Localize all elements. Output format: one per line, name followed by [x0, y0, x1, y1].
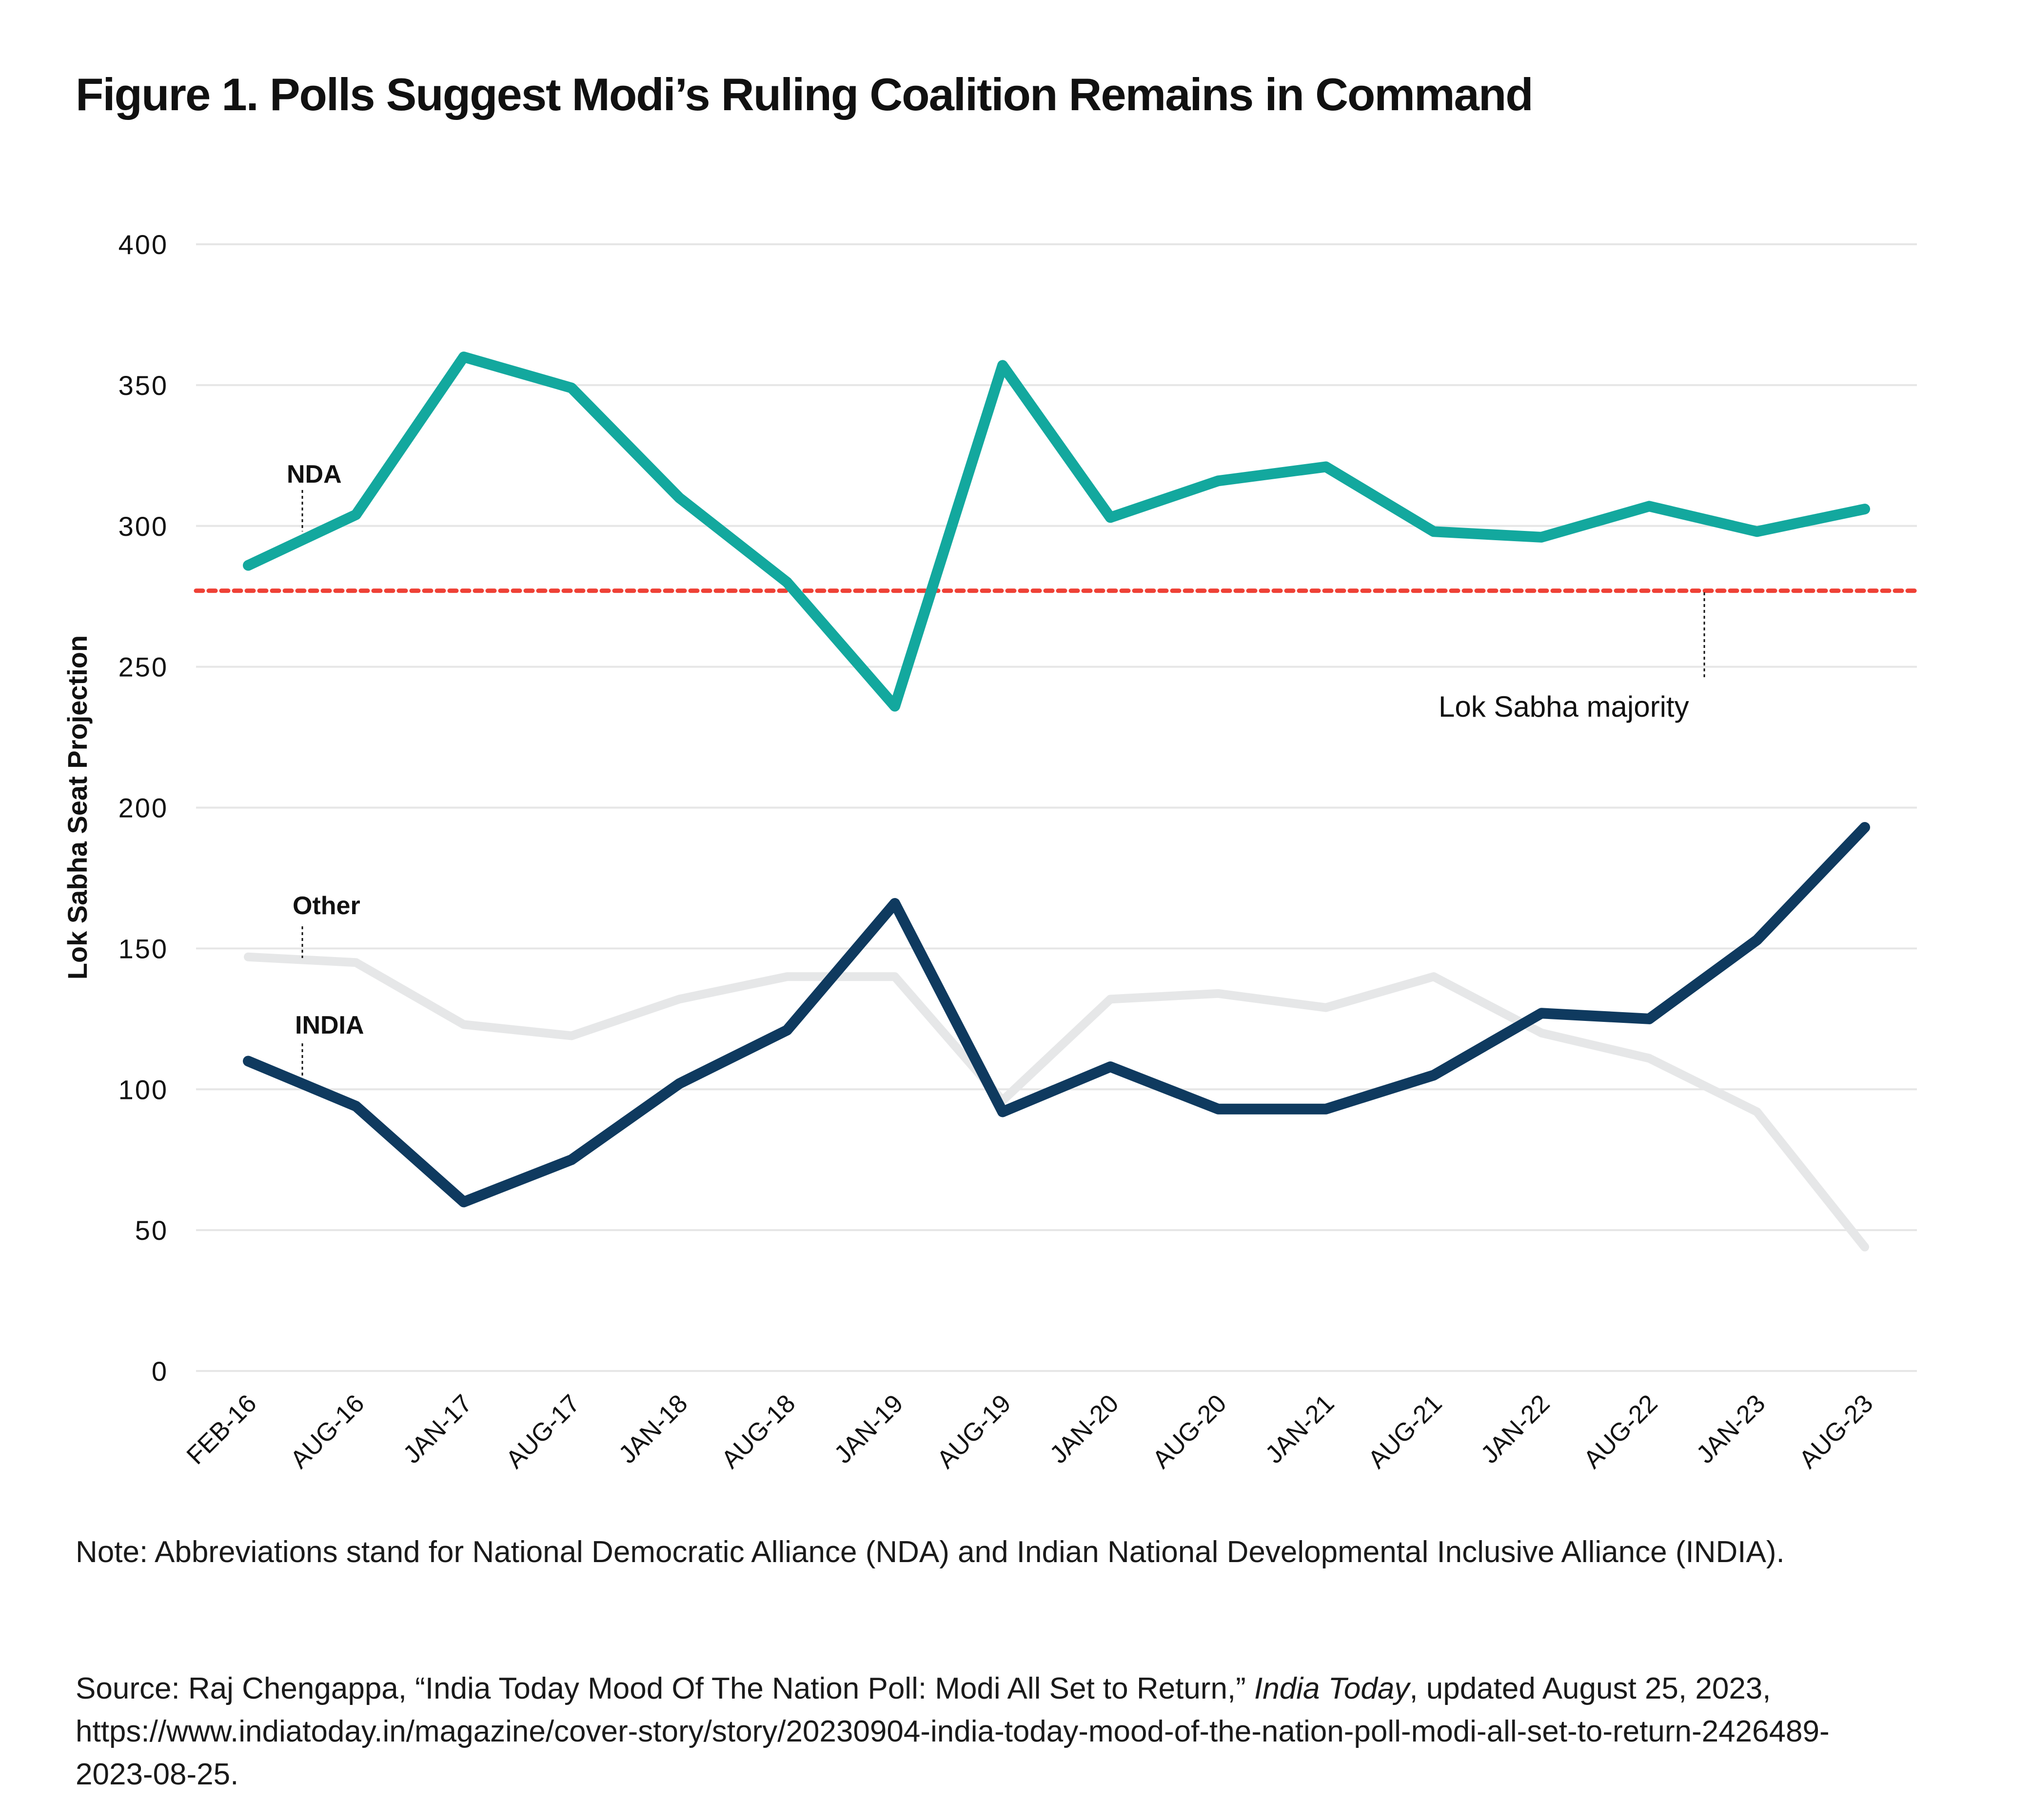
y-tick-label: 350	[118, 370, 168, 401]
y-axis-label: Lok Sabha Seat Projection	[62, 635, 93, 979]
x-tick-label: AUG-23	[1794, 1389, 1879, 1474]
source-publication: India Today	[1254, 1672, 1410, 1705]
series-line-other	[244, 952, 1869, 1252]
x-tick-label: AUG-19	[932, 1389, 1017, 1474]
data-point-nda	[679, 497, 680, 498]
source-suffix: , updated August 25, 2023, https://www.i…	[76, 1672, 1830, 1791]
data-point-nda	[571, 387, 572, 389]
data-point-nda	[1110, 517, 1111, 518]
y-tick-label: 100	[118, 1074, 168, 1105]
data-point-other	[1325, 1007, 1326, 1008]
series-line-nda	[243, 352, 1870, 712]
x-tick-label: AUG-16	[285, 1389, 370, 1474]
data-point-nda	[355, 514, 356, 515]
data-point-india	[1110, 1066, 1111, 1068]
data-point-india	[1756, 939, 1757, 941]
x-tick-label: JAN-20	[1045, 1389, 1125, 1469]
y-tick-label: 150	[118, 933, 168, 964]
series-line-india	[243, 822, 1870, 1208]
y-tick-label: 400	[118, 229, 168, 260]
data-point-nda	[1649, 506, 1650, 507]
data-point-nda	[787, 582, 788, 583]
data-point-india	[463, 1201, 464, 1203]
data-point-nda	[1433, 531, 1434, 532]
x-tick-label: JAN-17	[398, 1389, 478, 1469]
x-tick-label: AUG-22	[1578, 1389, 1663, 1474]
note-text: Note: Abbreviations stand for National D…	[76, 1535, 1785, 1569]
data-point-india	[1002, 1111, 1003, 1113]
data-point-nda	[894, 705, 895, 707]
data-point-nda	[1541, 536, 1542, 538]
data-point-other	[571, 1035, 572, 1037]
data-point-india	[787, 1029, 788, 1031]
data-point-india	[248, 1060, 249, 1062]
y-tick-label: 250	[118, 652, 168, 683]
data-point-other	[1218, 993, 1219, 994]
data-point-nda	[463, 356, 464, 358]
y-tick-label: 200	[118, 793, 168, 823]
data-point-other	[1433, 976, 1434, 978]
x-tick-label: JAN-22	[1476, 1389, 1556, 1469]
x-tick-label: FEB-16	[181, 1389, 262, 1470]
data-point-nda	[1218, 480, 1219, 482]
data-point-other	[894, 976, 895, 978]
x-tick-label: AUG-17	[501, 1389, 586, 1474]
series-label-nda: NDA	[287, 460, 342, 489]
x-tick-label: JAN-19	[829, 1389, 909, 1469]
chart-title: Figure 1. Polls Suggest Modi’s Ruling Co…	[76, 69, 1534, 120]
data-point-other	[1110, 998, 1111, 1000]
x-tick-label: JAN-18	[613, 1389, 693, 1469]
y-tick-label: 50	[135, 1215, 168, 1246]
data-point-india	[1218, 1108, 1219, 1110]
data-point-india	[571, 1159, 572, 1160]
data-point-india	[1541, 1013, 1542, 1014]
data-point-other	[1756, 1111, 1757, 1113]
x-tick-label: AUG-21	[1363, 1389, 1448, 1474]
x-tick-label: AUG-18	[716, 1389, 801, 1474]
source-text: Source: Raj Chengappa, “India Today Mood…	[76, 1667, 1880, 1796]
data-point-other	[463, 1024, 464, 1025]
data-point-nda	[248, 565, 249, 566]
data-point-other	[248, 956, 249, 958]
data-point-other	[1864, 1246, 1865, 1248]
data-point-india	[1325, 1108, 1326, 1110]
data-point-india	[1864, 826, 1865, 828]
data-point-india	[1433, 1075, 1434, 1076]
data-point-other	[1541, 1032, 1542, 1034]
data-point-nda	[1325, 466, 1326, 468]
x-tick-label: JAN-23	[1691, 1389, 1771, 1469]
data-point-other	[787, 976, 788, 978]
majority-label: Lok Sabha majority	[1439, 690, 1689, 723]
x-tick-label: JAN-21	[1260, 1389, 1340, 1469]
y-tick-label: 0	[152, 1356, 168, 1387]
data-point-other	[1649, 1057, 1650, 1059]
data-point-other	[679, 998, 680, 1000]
data-point-nda	[1002, 365, 1003, 366]
data-point-india	[679, 1083, 680, 1084]
series-label-india: INDIA	[295, 1011, 364, 1039]
series-label-other: Other	[293, 892, 360, 920]
data-point-other	[355, 962, 356, 963]
data-point-india	[355, 1105, 356, 1107]
source-prefix: Source: Raj Chengappa, “India Today Mood…	[76, 1672, 1255, 1705]
data-point-nda	[1756, 531, 1757, 532]
data-point-india	[894, 902, 895, 904]
x-tick-label: AUG-20	[1147, 1389, 1232, 1474]
data-point-india	[1649, 1018, 1650, 1019]
y-tick-label: 300	[118, 511, 168, 542]
